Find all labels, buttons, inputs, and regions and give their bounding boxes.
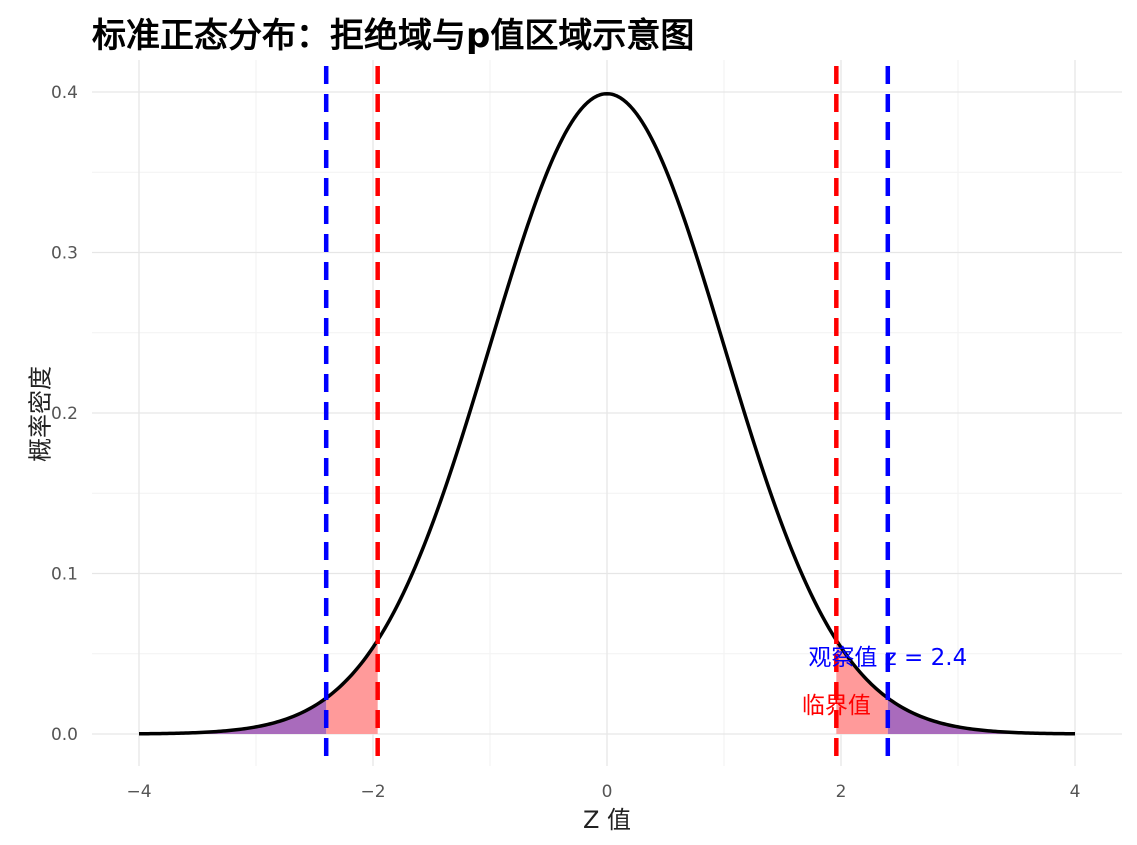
x-tick-label: 4: [1070, 782, 1081, 802]
y-tick-label: 0.3: [51, 244, 78, 264]
x-tick-label: 0: [602, 782, 613, 802]
critical-value-annotation: 临界值: [802, 693, 871, 719]
p-value-region-left: [139, 698, 327, 734]
p-value-region-right: [887, 698, 1075, 734]
x-tick-label: −4: [126, 782, 151, 802]
x-tick-label: −2: [360, 782, 385, 802]
density-curve: [138, 91, 1076, 736]
x-tick-label: 2: [836, 782, 847, 802]
y-tick-label: 0.1: [51, 565, 78, 585]
y-tick-label: 0.4: [51, 83, 78, 103]
rejection-region-left: [326, 640, 378, 734]
chart-title: 标准正态分布：拒绝域与p值区域示意图: [92, 16, 695, 56]
y-tick-label: 0.0: [51, 725, 78, 745]
y-tick-label: 0.2: [51, 404, 78, 424]
rejection-region-right: [836, 640, 888, 734]
observed-value-annotation: 观察值 z = 2.4: [808, 645, 967, 671]
x-axis-label: Z 值: [582, 806, 632, 834]
